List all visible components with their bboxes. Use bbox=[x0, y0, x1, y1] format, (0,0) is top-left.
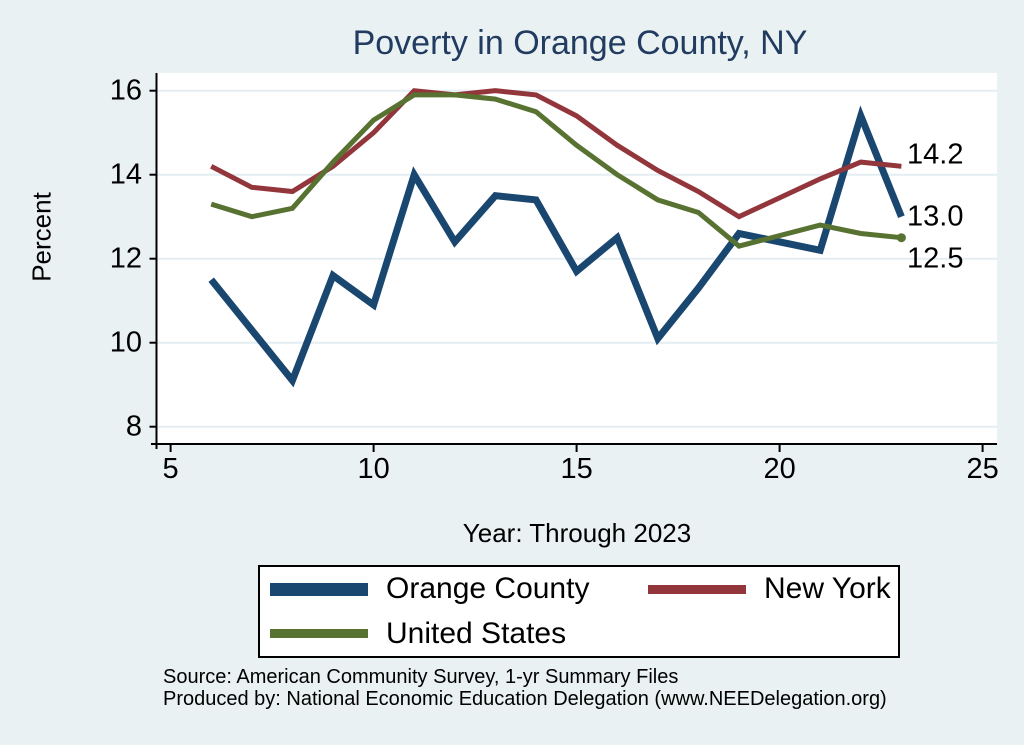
legend-swatch-united-states bbox=[270, 629, 368, 639]
y-tick-label-12: 12 bbox=[110, 243, 142, 275]
source-note: Source: American Community Survey, 1-yr … bbox=[163, 666, 679, 688]
legend: Orange County New York United States bbox=[258, 565, 900, 658]
x-tick-label-25: 25 bbox=[966, 453, 998, 485]
x-tick-label-15: 15 bbox=[560, 453, 592, 485]
x-axis-title: Year: Through 2023 bbox=[462, 518, 692, 548]
y-tick-label-10: 10 bbox=[110, 327, 142, 359]
footer-notes: Source: American Community Survey, 1-yr … bbox=[163, 666, 887, 710]
legend-item-united-states: United States bbox=[260, 617, 638, 651]
series-line-united-states bbox=[210, 92, 902, 249]
y-tick-label-8: 8 bbox=[126, 411, 142, 443]
y-tick-label-16: 16 bbox=[110, 75, 142, 107]
x-tick-label-20: 20 bbox=[763, 453, 795, 485]
chart-title: Poverty in Orange County, NY bbox=[352, 24, 808, 62]
legend-item-orange-county: Orange County bbox=[260, 572, 638, 606]
end-label-new-york: 14.2 bbox=[907, 138, 963, 170]
end-label-united-states: 12.5 bbox=[907, 243, 963, 275]
legend-item-new-york: New York bbox=[638, 572, 898, 606]
legend-label: New York bbox=[764, 572, 891, 606]
end-label-orange-county: 13.0 bbox=[907, 201, 963, 233]
x-tick-label-10: 10 bbox=[357, 453, 389, 485]
legend-swatch-orange-county bbox=[270, 582, 368, 596]
y-tick-label-14: 14 bbox=[110, 159, 142, 191]
legend-label: Orange County bbox=[386, 572, 590, 606]
x-tick-label-5: 5 bbox=[163, 453, 179, 485]
series-end-marker-united-states bbox=[896, 233, 906, 243]
produced-by-note: Produced by: National Economic Education… bbox=[163, 688, 887, 710]
legend-swatch-new-york bbox=[648, 584, 746, 594]
legend-label: United States bbox=[386, 616, 567, 650]
